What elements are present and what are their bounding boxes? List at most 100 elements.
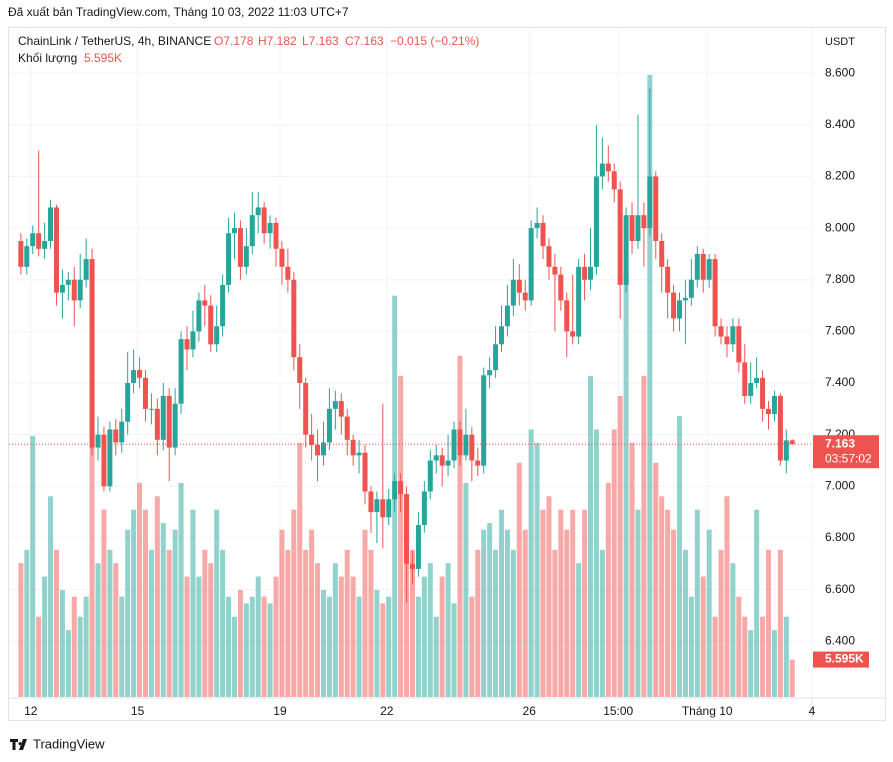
candle-body — [214, 326, 220, 345]
volume-bar — [635, 509, 641, 697]
volume-bar — [303, 549, 309, 697]
countdown: 03:57:02 — [825, 451, 872, 465]
volume-bar — [101, 509, 107, 697]
candle-body — [415, 525, 421, 569]
volume-bar — [89, 329, 95, 697]
legend-value: O7.178 — [214, 34, 254, 48]
candle-body — [404, 494, 410, 564]
candle-body — [113, 429, 119, 443]
volume-bar — [398, 375, 404, 697]
volume-bar — [178, 482, 184, 697]
candle-body — [623, 215, 629, 285]
candle-body — [309, 434, 315, 445]
volume-bar — [273, 576, 279, 697]
volume-bar — [368, 549, 374, 697]
volume-bar — [617, 395, 623, 697]
candle-body — [712, 259, 718, 327]
candle-body — [374, 499, 380, 513]
candle-body — [487, 370, 493, 376]
candle-body — [700, 253, 706, 280]
volume-bar — [475, 549, 481, 697]
volume-bar — [748, 630, 754, 697]
candle-body — [694, 253, 700, 280]
volume-bar — [237, 589, 243, 697]
brand-logo — [10, 739, 27, 750]
volume-bar — [777, 549, 783, 697]
candle-body — [540, 222, 546, 247]
volume-bar — [671, 529, 677, 697]
volume-bar — [457, 355, 463, 697]
legend-value: L7.163 — [302, 34, 339, 48]
candle-body — [576, 266, 582, 337]
candle-body — [730, 326, 736, 345]
y-tick-label: 7.400 — [825, 375, 855, 389]
candle-body — [665, 266, 671, 293]
candle-body — [398, 481, 404, 495]
legend-value: H7.182 — [258, 34, 297, 48]
candle-body — [356, 452, 362, 456]
candle-body — [463, 434, 469, 456]
candle-body — [30, 233, 36, 247]
candle-body — [53, 207, 59, 293]
volume-bar — [113, 563, 119, 697]
candle-body — [617, 189, 623, 285]
candle-body — [653, 176, 659, 242]
candle-body — [77, 279, 83, 301]
candle-body — [421, 491, 427, 526]
candle-body — [457, 429, 463, 456]
candle-body — [724, 336, 730, 345]
brand: TradingView — [10, 736, 105, 751]
volume-bar — [107, 549, 113, 697]
volume-bar — [137, 482, 143, 697]
volume-bar — [593, 429, 599, 697]
volume-bar — [18, 563, 24, 697]
volume-bar — [142, 509, 148, 697]
x-tick-label: 4 — [809, 704, 816, 718]
candle-body — [587, 266, 593, 280]
ohlc-legend: O7.178 H7.182 L7.163 C7.163 −0.015 (−0.21%) — [214, 34, 479, 48]
candle-body — [95, 434, 101, 448]
candle-body — [783, 440, 789, 461]
volume-bar — [421, 576, 427, 697]
volume-bar — [166, 549, 172, 697]
candle-body — [659, 241, 665, 267]
volume-bar — [30, 436, 36, 697]
volume-bar — [528, 429, 534, 697]
volume-bar — [688, 596, 694, 697]
volume-bar — [653, 462, 659, 697]
candle-body — [582, 266, 588, 280]
volume-bar — [487, 523, 493, 697]
candle-body — [142, 377, 148, 409]
volume-bar — [125, 529, 131, 697]
candle-body — [766, 408, 772, 415]
volume-bar — [599, 549, 605, 697]
candle-body — [101, 434, 107, 487]
volume-bar — [546, 496, 552, 697]
volume-bar — [36, 616, 42, 697]
volume-bar — [320, 589, 326, 697]
last-price-label: 7.163 — [825, 436, 855, 450]
volume-bar — [760, 616, 766, 697]
candle-body — [599, 163, 605, 177]
candle-body — [605, 163, 611, 172]
volume-bar — [350, 576, 356, 697]
volume-bar — [77, 616, 83, 697]
volume-bar — [427, 563, 433, 697]
volume-bar — [285, 549, 291, 697]
candle-body — [48, 207, 54, 242]
candle-body — [71, 279, 77, 301]
candle-body — [534, 222, 540, 229]
legend-value: C7.163 — [345, 34, 384, 48]
y-tick-label: 8.600 — [825, 65, 855, 79]
volume-bar — [267, 603, 273, 697]
candle-body — [291, 279, 297, 358]
x-tick-label: 15:00 — [603, 704, 633, 718]
y-tick-label: 8.400 — [825, 117, 855, 131]
x-tick-label: 12 — [24, 704, 38, 718]
volume-bar — [712, 616, 718, 697]
candle-body — [160, 395, 166, 440]
candle-body — [285, 266, 291, 280]
price-unit: USDT — [825, 36, 855, 48]
volume-bar — [463, 482, 469, 697]
volume-bar — [119, 596, 125, 697]
